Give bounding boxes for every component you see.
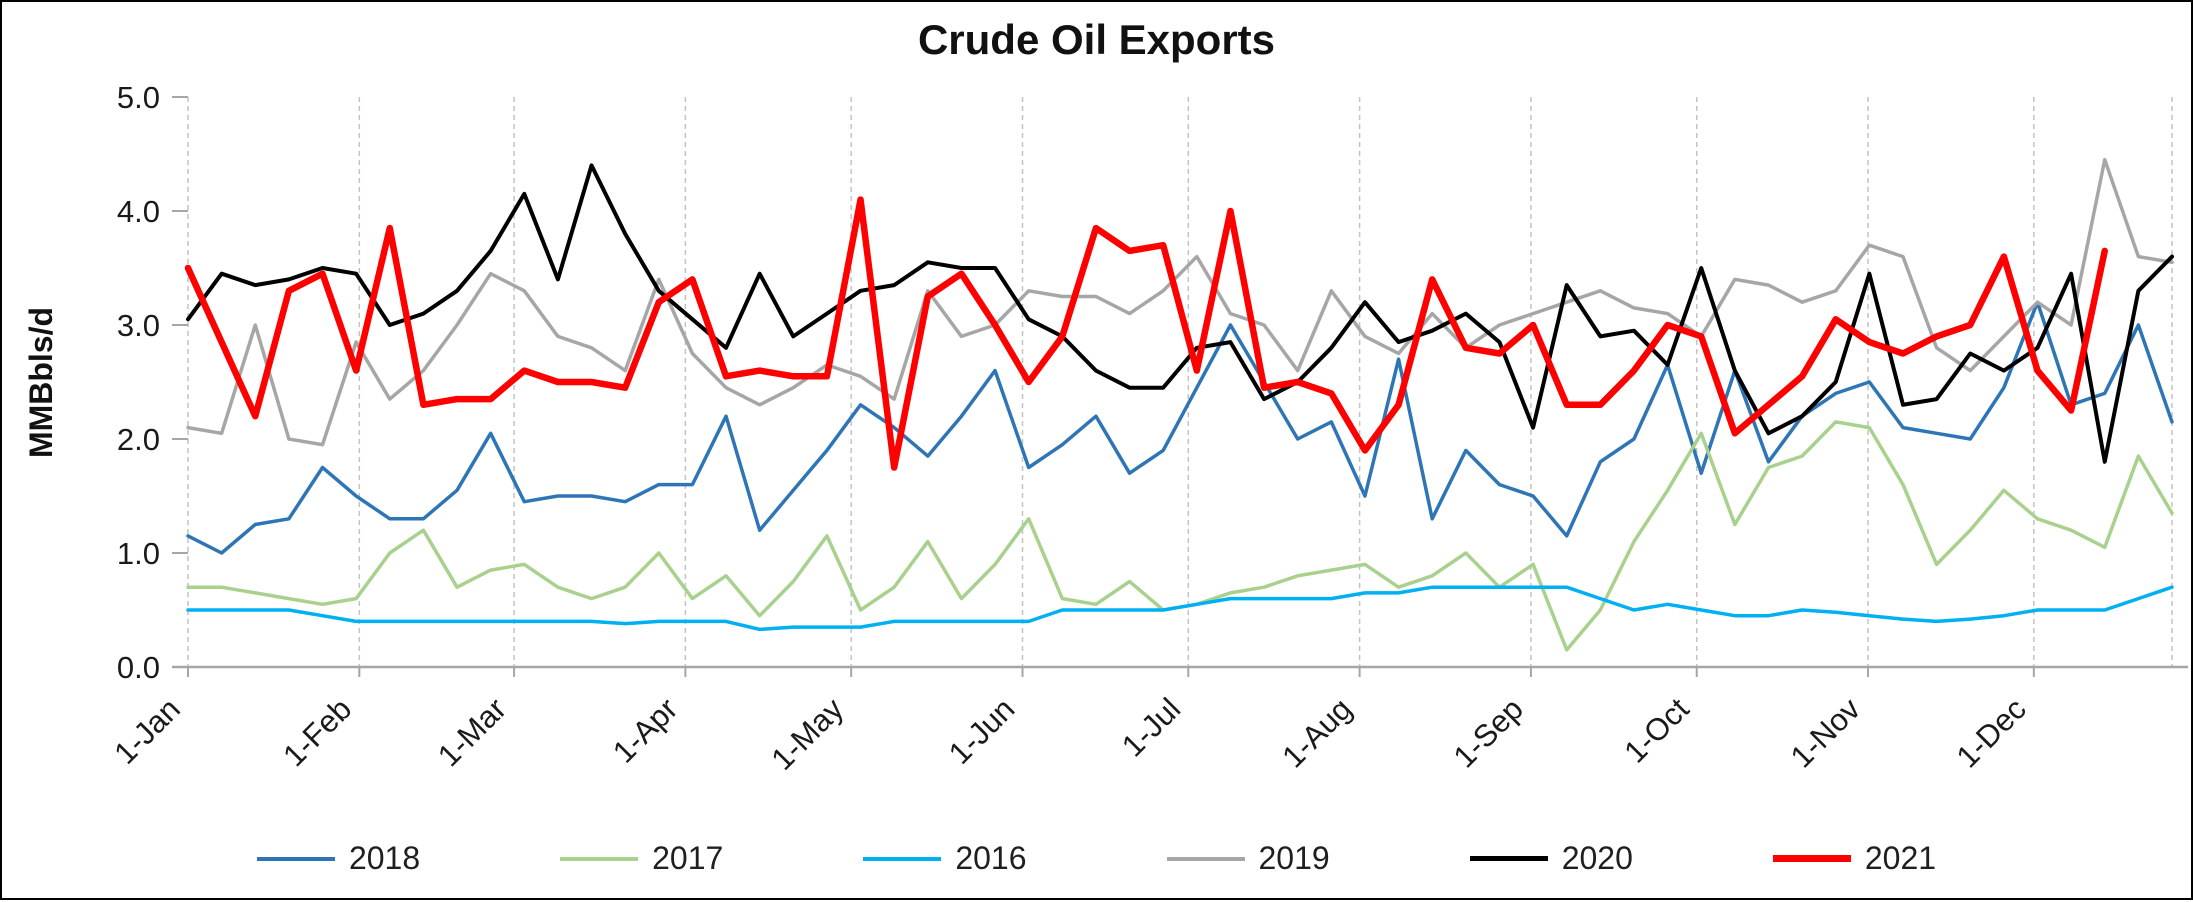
y-tick-label-0.0: 0.0 <box>117 650 160 685</box>
x-tick-label-1-Jul: 1-Jul <box>1115 691 1187 763</box>
legend-label-2020: 2020 <box>1561 840 1633 876</box>
y-tick-label-5.0: 5.0 <box>117 80 160 115</box>
x-tick-label-1-Feb: 1-Feb <box>276 691 358 773</box>
legend-swatch-2021 <box>1772 855 1851 862</box>
legend-item-2021: 2021 <box>1772 840 1937 877</box>
x-tick-label-1-Apr: 1-Apr <box>606 691 684 769</box>
x-tick-label-1-Oct: 1-Oct <box>1617 691 1696 770</box>
legend-swatch-2020 <box>1469 856 1548 861</box>
series-line-2021 <box>184 196 2108 471</box>
legend-label-2018: 2018 <box>348 840 421 876</box>
x-tick-label-1-Jun: 1-Jun <box>942 691 1022 771</box>
x-tick-label-1-Jan: 1-Jan <box>107 691 187 771</box>
y-tick-label-2.0: 2.0 <box>117 422 160 457</box>
legend-item-2017: 2017 <box>560 840 723 877</box>
legend-label-2019: 2019 <box>1258 840 1330 876</box>
legend-item-2020: 2020 <box>1469 840 1633 877</box>
legend-label-2016: 2016 <box>955 840 1027 876</box>
legend-swatch-2018 <box>256 856 335 861</box>
legend-label-2021: 2021 <box>1864 840 1937 876</box>
x-tick-label-1-Mar: 1-Mar <box>431 691 513 773</box>
series-line-2016 <box>186 585 2174 632</box>
x-tick-label-1-Sep: 1-Sep <box>1447 691 1530 774</box>
legend-item-2016: 2016 <box>863 840 1027 877</box>
series-line-2018 <box>186 300 2174 555</box>
x-tick-label-1-Dec: 1-Dec <box>1950 691 2033 774</box>
chart-title: Crude Oil Exports <box>917 16 1276 63</box>
y-tick-label-4.0: 4.0 <box>117 194 160 229</box>
chart-legend: 2018 2017 2016 2019 2020 2021 <box>2 840 2191 877</box>
x-tick-label-1-Nov: 1-Nov <box>1784 691 1868 775</box>
y-tick-label-1.0: 1.0 <box>117 536 160 571</box>
series-line-2020 <box>186 163 2174 464</box>
y-tick-label-3.0: 3.0 <box>117 308 160 343</box>
x-tick-label-1-Aug: 1-Aug <box>1275 691 1358 774</box>
legend-swatch-2019 <box>1166 856 1245 861</box>
legend-item-2019: 2019 <box>1166 840 1330 877</box>
series-line-2019 <box>186 157 2174 447</box>
legend-label-2017: 2017 <box>652 840 724 876</box>
legend-item-2018: 2018 <box>256 840 421 877</box>
legend-swatch-2016 <box>863 856 942 861</box>
x-tick-label-1-May: 1-May <box>764 691 850 777</box>
legend-swatch-2017 <box>560 856 639 861</box>
